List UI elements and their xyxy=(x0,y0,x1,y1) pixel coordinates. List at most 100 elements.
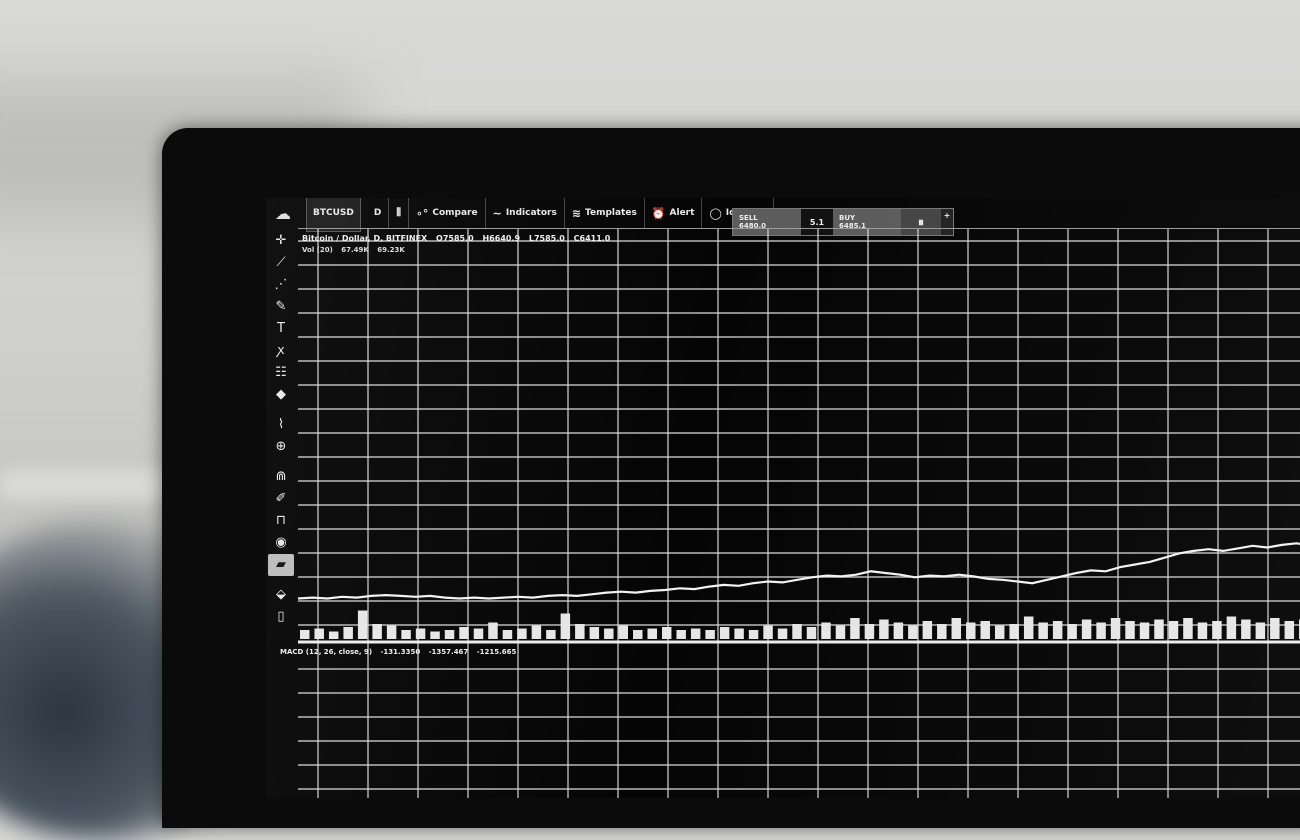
object-tree-icon[interactable]: ⬙ xyxy=(276,587,286,602)
eye-icon[interactable]: ◉ xyxy=(275,535,287,550)
magnet-icon[interactable]: ⋒ xyxy=(275,469,287,484)
volume-bar xyxy=(1110,618,1121,639)
volume-bar xyxy=(488,622,498,639)
buy-price: 6485.1 xyxy=(839,222,867,230)
text-tool-icon[interactable]: T xyxy=(277,321,285,336)
volume-bar xyxy=(1168,621,1179,639)
buy-label: BUY xyxy=(839,214,856,222)
candle-style-button[interactable]: ⫴ xyxy=(389,198,409,228)
volume-bar xyxy=(1226,616,1237,639)
volume-bar xyxy=(777,628,788,639)
macd-value-2: -1357.467 xyxy=(428,648,469,656)
cloud-icon[interactable]: ☁ xyxy=(275,203,291,223)
volume-bar xyxy=(1052,621,1063,639)
volume-bar xyxy=(372,624,382,639)
volume-bar xyxy=(821,622,831,639)
volume-bar xyxy=(343,627,353,639)
volume-value-2: 69.23K xyxy=(377,246,405,254)
symbol-search-button[interactable]: BTCUSD xyxy=(306,198,361,232)
compare-icon: ∘° xyxy=(415,206,429,220)
macd-legend: MACD (12, 26, close, 9) -131.3350 -1357.… xyxy=(280,648,522,656)
ruler-icon[interactable]: ⌇ xyxy=(277,417,285,432)
price-line xyxy=(298,542,1300,600)
trend-line-icon[interactable]: ⟋ xyxy=(276,255,286,270)
volume-bar xyxy=(517,628,527,639)
pitchfork-icon[interactable]: ⋰ xyxy=(274,277,288,292)
interval-button[interactable]: D xyxy=(367,198,390,228)
macd-label: MACD (12, 26, close, 9) xyxy=(280,648,373,656)
volume-bar xyxy=(575,624,585,639)
volume-bar xyxy=(719,627,730,639)
compare-button[interactable]: ∘° Compare xyxy=(409,198,486,228)
volume-bar xyxy=(690,628,701,639)
trade-widget: SELL 6480.0 5.1 BUY 6485.1 ⏸ + − xyxy=(732,208,954,236)
volume-bar xyxy=(604,628,614,639)
templates-label: Templates xyxy=(585,208,637,218)
volume-bar xyxy=(1183,618,1193,639)
volume-bar xyxy=(589,627,600,639)
templates-button[interactable]: ≋ Templates xyxy=(565,198,645,228)
volume-bar xyxy=(1154,619,1164,639)
volume-bar xyxy=(966,622,976,639)
sell-button[interactable]: SELL 6480.0 xyxy=(733,209,801,235)
indicators-label: Indicators xyxy=(505,208,557,218)
sell-label: SELL xyxy=(739,214,758,222)
ohlc-low: L7585.0 xyxy=(528,234,565,243)
volume-bar xyxy=(1212,621,1222,639)
stay-drawing-icon[interactable]: ✐ xyxy=(275,491,287,506)
volume-bar xyxy=(1038,622,1048,639)
volume-bar xyxy=(314,628,324,639)
lock-icon[interactable]: ⊓ xyxy=(275,513,287,528)
ohlc-open: O7585.0 xyxy=(436,234,474,243)
volume-bar xyxy=(806,627,817,639)
zoom-icon[interactable]: ⊕ xyxy=(275,439,287,454)
indicators-button[interactable]: ∼ Indicators xyxy=(486,198,565,228)
volume-bar xyxy=(951,618,962,639)
volume-legend: Vol (20) 67.49K 69.23K xyxy=(302,246,411,254)
volume-bar xyxy=(415,628,426,639)
volume-bar xyxy=(1067,624,1077,639)
price-chart[interactable] xyxy=(298,228,1300,798)
volume-bar xyxy=(1139,622,1150,639)
alert-button[interactable]: ⏰ Alert xyxy=(645,198,703,228)
spread-label: 5.1 xyxy=(809,217,825,227)
volume-bar xyxy=(1096,622,1106,639)
chart-legend: Bitcoin / Dollar, D, BITFINEX O7585.0 H6… xyxy=(302,234,616,243)
symbol-title: Bitcoin / Dollar, D, BITFINEX xyxy=(302,234,428,243)
volume-bar xyxy=(473,628,484,639)
volume-bar xyxy=(763,625,773,639)
volume-bar xyxy=(531,625,542,639)
spread-value: 5.1 xyxy=(801,209,833,235)
hide-drawings-icon[interactable]: ▰ xyxy=(268,554,294,576)
sell-price: 6480.0 xyxy=(739,222,767,230)
volume-bar xyxy=(401,630,411,639)
volume-bar xyxy=(661,627,672,639)
candles-icon: ⫴ xyxy=(396,206,401,219)
buy-button[interactable]: BUY 6485.1 xyxy=(833,209,901,235)
volume-bar xyxy=(386,625,397,639)
volume-bar xyxy=(430,631,440,639)
indicators-icon: ∼ xyxy=(492,206,502,220)
pattern-icon[interactable]: ꭗ xyxy=(277,343,285,358)
volume-bar xyxy=(1241,619,1251,639)
volume-bar xyxy=(502,630,513,639)
volume-bar xyxy=(850,618,860,639)
pause-icon[interactable]: ⏸ xyxy=(901,209,941,235)
volume-bar xyxy=(1081,619,1092,639)
volume-bar xyxy=(300,630,310,639)
compare-label: Compare xyxy=(432,208,478,218)
brush-icon[interactable]: ✎ xyxy=(275,299,287,314)
shapes-icon[interactable]: ◆ xyxy=(276,387,286,402)
volume-bar xyxy=(1125,621,1135,639)
crosshair-icon[interactable]: ✛ xyxy=(275,233,287,248)
fib-icon[interactable]: ☷ xyxy=(275,365,287,380)
macd-value-3: -1215.665 xyxy=(476,648,517,656)
volume-bar xyxy=(1255,622,1266,639)
volume-bar xyxy=(922,621,933,639)
volume-bar xyxy=(647,628,657,639)
volume-bar xyxy=(1284,621,1295,639)
trash-icon[interactable]: ▯ xyxy=(277,609,285,624)
volume-bar xyxy=(937,624,947,639)
volume-label: Vol (20) xyxy=(302,246,333,254)
plus-icon[interactable]: + xyxy=(943,211,951,220)
